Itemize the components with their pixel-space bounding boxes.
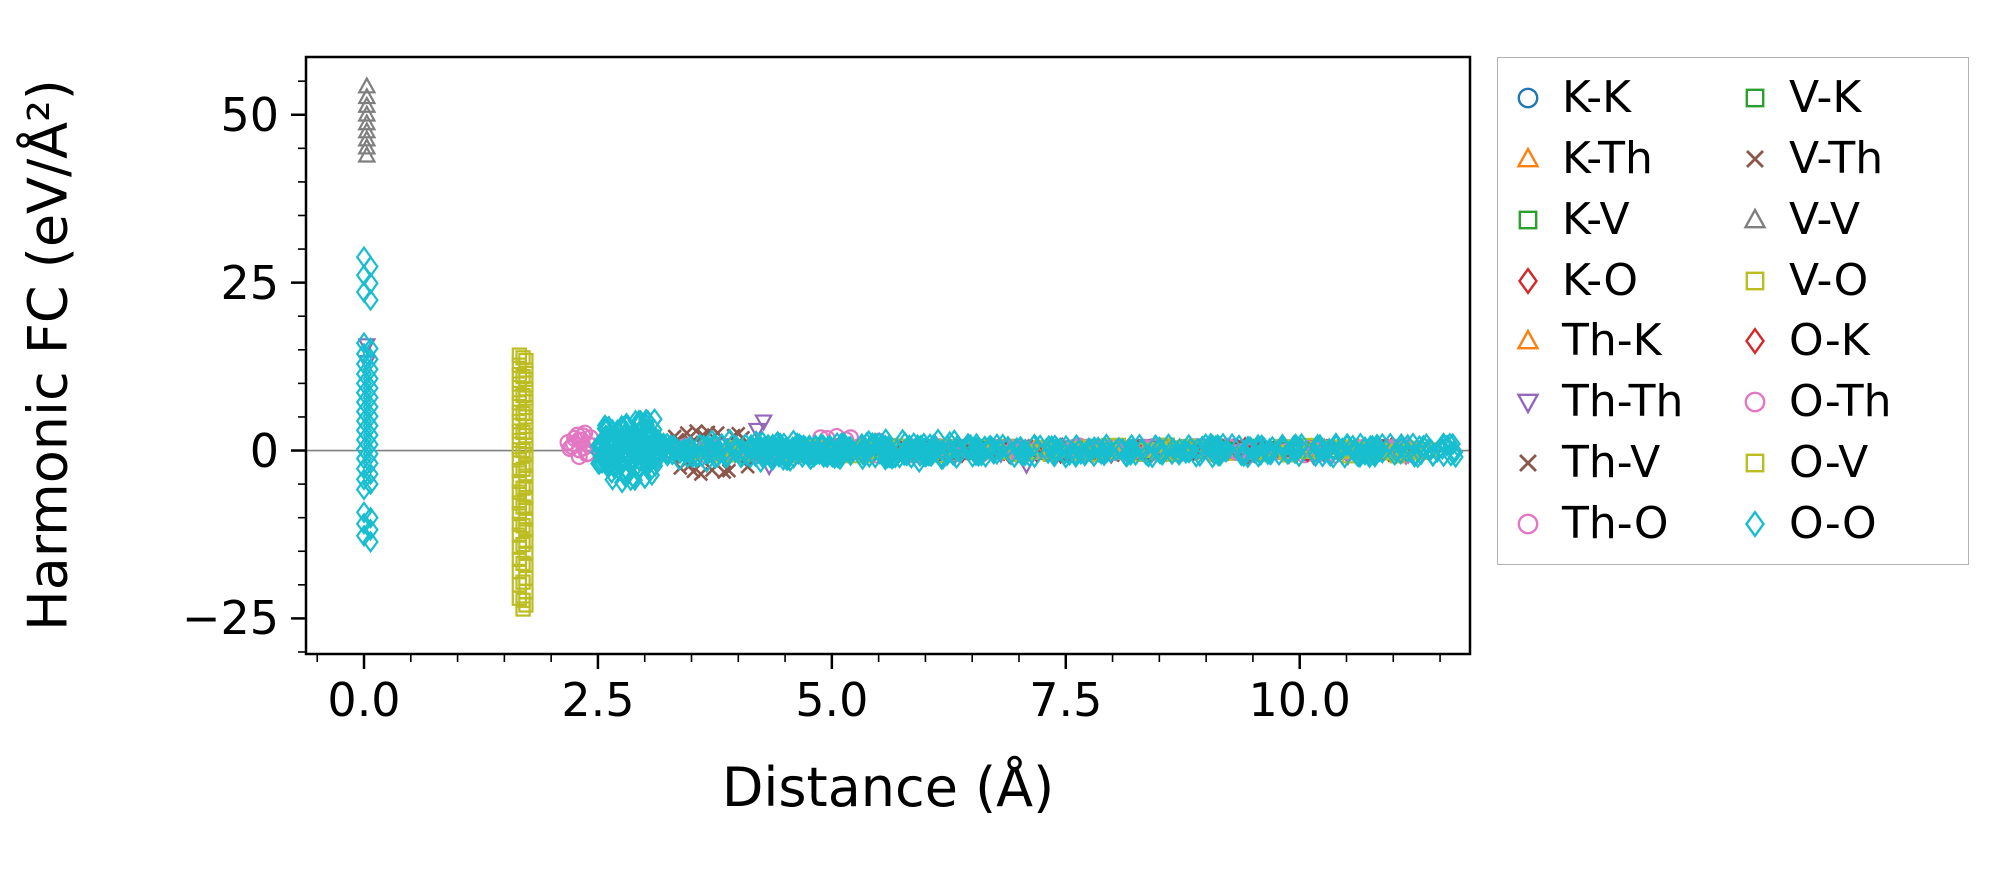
legend-entry-K-Th: K-Th: [1506, 129, 1733, 190]
legend-marker-O-O-icon: [1745, 509, 1765, 538]
legend-label: V-K: [1789, 72, 1862, 124]
legend-marker-V-K-icon: [1745, 88, 1765, 108]
y-tick-label: 25: [220, 255, 279, 310]
legend-label: V-O: [1789, 254, 1869, 306]
legend-label: K-Th: [1562, 133, 1653, 185]
legend-label: O-Th: [1789, 376, 1892, 428]
legend-entry-O-V: O-V: [1733, 433, 1960, 494]
legend-label: O-V: [1789, 436, 1869, 488]
series-O-O: [355, 245, 1464, 554]
x-tick-label: 10.0: [1248, 673, 1351, 727]
legend-label: K-K: [1562, 72, 1631, 124]
legend-marker-V-Th-icon: [1746, 150, 1764, 169]
legend-entry-Th-K: Th-K: [1506, 311, 1733, 372]
plot-frame: [304, 55, 1472, 656]
x-tick-label: 0.0: [327, 673, 401, 727]
legend-entry-V-O: V-O: [1733, 250, 1960, 311]
legend-marker-O-Th-icon: [1744, 391, 1766, 413]
legend-label: O-O: [1789, 497, 1877, 549]
x-tick-label: 5.0: [795, 673, 869, 727]
legend-entry-V-K: V-K: [1733, 68, 1960, 129]
y-tick-label: −25: [181, 591, 279, 646]
y-axis-label: Harmonic FC (eV/Å²): [16, 79, 80, 631]
legend-marker-K-V-icon: [1518, 210, 1538, 230]
legend-entry-K-O: K-O: [1506, 250, 1733, 311]
legend-marker-Th-O-icon: [1517, 513, 1539, 535]
legend-entry-Th-Th: Th-Th: [1506, 372, 1733, 433]
legend-label: Th-V: [1562, 436, 1661, 488]
legend-entry-O-O: O-O: [1733, 493, 1960, 554]
legend-marker-V-V-icon: [1743, 207, 1767, 229]
legend-entry-V-V: V-V: [1733, 190, 1960, 251]
legend-label: Th-K: [1562, 315, 1662, 367]
legend-marker-K-K-icon: [1517, 87, 1539, 109]
legend-entry-Th-O: Th-O: [1506, 493, 1733, 554]
legend-marker-K-O-icon: [1518, 266, 1538, 295]
legend-entry-K-K: K-K: [1506, 68, 1733, 129]
legend-marker-Th-V-icon: [1519, 453, 1537, 472]
series-V-V: [357, 76, 1374, 461]
legend-marker-O-V-icon: [1745, 453, 1765, 473]
x-tick-label: 7.5: [1029, 673, 1103, 727]
legend-label: Th-Th: [1562, 376, 1684, 428]
y-tick-label: 50: [220, 87, 279, 142]
x-tick-label: 2.5: [561, 673, 635, 727]
legend-entry-O-K: O-K: [1733, 311, 1960, 372]
legend-marker-Th-Th-icon: [1516, 393, 1540, 415]
legend-label: O-K: [1789, 315, 1870, 367]
legend-label: K-O: [1562, 254, 1638, 306]
y-tick-label: 0: [249, 423, 279, 478]
x-axis-label: Distance (Å): [721, 756, 1055, 819]
legend-entry-Th-V: Th-V: [1506, 433, 1733, 494]
legend-marker-Th-K-icon: [1516, 328, 1540, 350]
legend-marker-O-K-icon: [1745, 327, 1765, 356]
legend: K-K K-Th K-V K-O Th-K Th-Th Th-V Th-O V-K V-Th V-V…: [1497, 57, 1969, 565]
legend-label: Th-O: [1562, 497, 1669, 549]
legend-label: V-Th: [1789, 133, 1884, 185]
legend-entry-K-V: K-V: [1506, 190, 1733, 251]
legend-label: K-V: [1562, 193, 1630, 245]
legend-entry-O-Th: O-Th: [1733, 372, 1960, 433]
legend-marker-K-Th-icon: [1516, 146, 1540, 168]
legend-label: V-V: [1789, 193, 1860, 245]
legend-entry-V-Th: V-Th: [1733, 129, 1960, 190]
plot-markers: [355, 76, 1464, 617]
legend-marker-V-O-icon: [1745, 271, 1765, 291]
